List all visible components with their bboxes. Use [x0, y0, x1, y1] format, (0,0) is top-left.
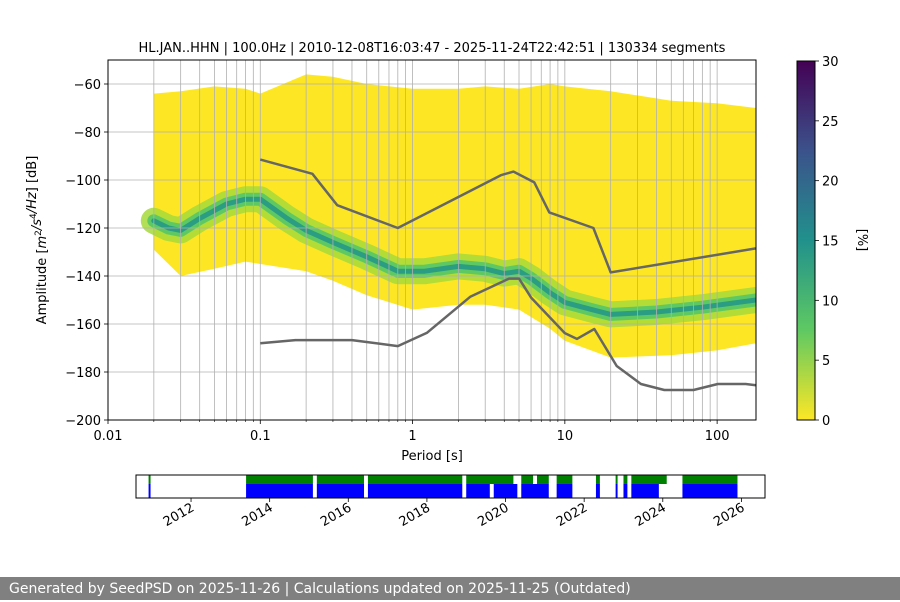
timeline-data-segment	[631, 484, 659, 498]
y-tick-label: −100	[65, 174, 101, 189]
timeline-tick-label: 2026	[711, 500, 747, 530]
timeline-data-segment	[148, 484, 151, 498]
y-tick-label: −120	[65, 222, 101, 237]
grid-lines	[108, 60, 756, 420]
colorbar	[796, 60, 816, 421]
timeline-tick-label: 2020	[475, 500, 511, 530]
y-axis: −60 −80 −100 −120 −140 −160 −180 −200	[65, 78, 108, 429]
noise-model-curves	[259, 158, 756, 392]
timeline-processed-segment	[595, 475, 600, 484]
timeline-data-segment	[493, 484, 518, 498]
timeline-data-segment	[556, 484, 573, 498]
colorbar-tick-label: 5	[822, 354, 830, 369]
colorbar-tick-label: 0	[822, 414, 830, 429]
plot-area	[108, 60, 756, 420]
timeline-data-segment	[623, 484, 628, 498]
timeline-data-segment	[466, 484, 490, 498]
timeline-processed-segment	[466, 475, 514, 484]
timeline-frame	[135, 474, 766, 499]
timeline-processed-segment	[682, 475, 738, 484]
timeline-processed-segment	[367, 475, 463, 484]
nlnm-curve	[260, 277, 756, 392]
x-tick-label: 0.1	[250, 429, 271, 444]
x-axis-label: Period [s]	[401, 449, 463, 464]
timeline-tick-label: 2022	[554, 500, 590, 530]
timeline-data-segment	[246, 484, 313, 498]
timeline-axis: 2012 2014 2016 2018 2020 2022 2024 2026	[161, 498, 747, 530]
x-tick-label: 0.01	[94, 429, 123, 444]
timeline-data-segment	[615, 484, 618, 498]
x-tick-label: 1	[408, 429, 416, 444]
timeline-processed-segment	[246, 475, 313, 484]
timeline-data-segment	[682, 484, 738, 498]
x-tick-label: 10	[557, 429, 574, 444]
y-tick-label: −160	[65, 318, 101, 333]
data-availability-timeline	[148, 475, 738, 498]
footer-status: Generated by SeedPSD on 2025-11-26 | Cal…	[0, 577, 900, 600]
timeline-data-segment	[595, 484, 600, 498]
timeline-processed-segment	[623, 475, 628, 484]
timeline-tick-label: 2012	[161, 500, 197, 530]
timeline-tick-label: 2024	[633, 500, 669, 530]
colorbar-tick-label: 30	[822, 55, 839, 70]
psd-density-band	[153, 74, 756, 358]
y-tick-label: −180	[65, 366, 101, 381]
colorbar-axis: 0 5 10 15 20 25 30	[815, 55, 839, 429]
colorbar-tick-label: 10	[822, 294, 839, 309]
timeline-processed-segment	[521, 475, 534, 484]
timeline-tick-label: 2018	[397, 500, 433, 530]
timeline-processed-segment	[556, 475, 573, 484]
y-tick-label: −60	[74, 78, 101, 93]
y-tick-label: −140	[65, 270, 101, 285]
chart-title: HL.JAN..HHN | 100.0Hz | 2010-12-08T16:03…	[139, 41, 726, 56]
colorbar-tick-label: 25	[822, 115, 839, 130]
timeline-processed-segment	[631, 475, 667, 484]
y-axis-label: Amplitude [m2/s4/Hz] [dB]	[25, 156, 50, 325]
plot-frame	[107, 59, 757, 421]
timeline-processed-segment	[316, 475, 365, 484]
x-axis: 0.01 0.1 1 10 100	[94, 420, 730, 444]
timeline-processed-segment	[615, 475, 618, 484]
timeline-data-segment	[316, 484, 365, 498]
colorbar-tick-label: 20	[822, 175, 839, 190]
timeline-processed-segment	[536, 475, 549, 484]
colorbar-label: [%]	[854, 229, 869, 252]
timeline-tick-label: 2014	[240, 500, 276, 530]
timeline-data-segment	[367, 484, 463, 498]
nhnm-curve	[259, 158, 756, 274]
colorbar-tick-label: 15	[822, 235, 839, 250]
timeline-data-segment	[521, 484, 549, 498]
y-tick-label: −80	[74, 126, 101, 141]
timeline-tick-label: 2016	[318, 500, 354, 530]
y-tick-label: −200	[65, 414, 101, 429]
x-tick-label: 100	[705, 429, 730, 444]
timeline-processed-segment	[148, 475, 151, 484]
